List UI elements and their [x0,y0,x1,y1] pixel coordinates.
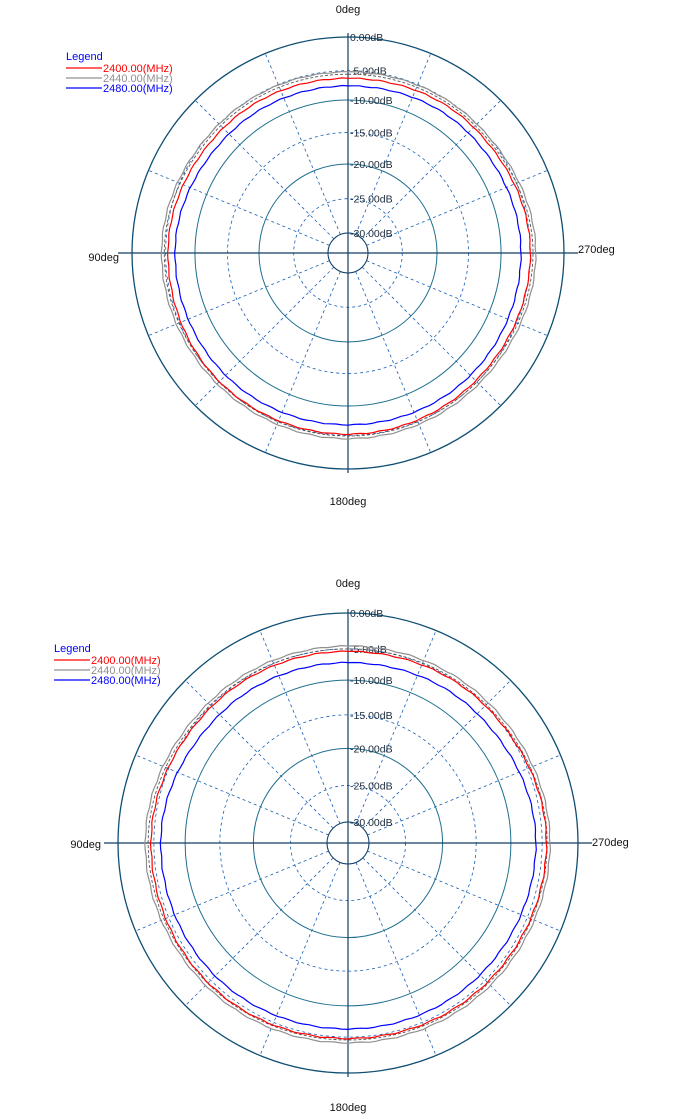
angle-label: 90deg [70,839,101,851]
radial-tick-label: -15.00dB [350,128,393,140]
series-line-2400mhz [166,77,532,436]
radial-spoke [355,271,432,453]
legend-item-label: 2440.00(MHz) [103,73,173,85]
radial-spoke [264,53,341,235]
legend-item-label: 2480.00(MHz) [91,675,161,687]
radial-spoke [355,630,437,824]
angle-label: 0deg [336,578,360,590]
radial-spoke [367,754,561,836]
radial-spoke [264,271,341,453]
radial-tick-label: -10.00dB [350,95,393,107]
radial-spoke [185,857,334,1006]
reference-trace [163,73,534,437]
radial-tick-label: -20.00dB [350,743,393,755]
radial-tick-label: -25.00dB [350,780,393,792]
radial-tick-label: 0.00dB [350,32,383,44]
radial-spoke [361,99,502,240]
radial-spoke [194,266,335,407]
polar-chart-bottom: 0.00dB -5.00dB -10.00dB -15.00dB -20.00dB -25… [54,578,629,1114]
radial-spoke [135,850,329,932]
legend-item-label: 2400.00(MHz) [91,655,161,667]
series-line-2440mhz [144,644,552,1044]
radial-spoke [259,630,341,824]
angle-label: 180deg [330,1102,367,1114]
series-line-2400mhz [149,650,548,1040]
angle-label: 270deg [578,244,615,256]
radial-spoke [366,169,548,246]
radial-spoke [185,680,334,829]
angle-label: 0deg [336,4,360,16]
series-line-2480mhz [159,661,537,1031]
radial-tick-label: -15.00dB [350,710,393,722]
series-line-2480mhz [173,84,522,426]
legend: Legend2400.00(MHz)2440.00(MHz)2480.00(MH… [66,51,173,95]
legend-item-label: 2440.00(MHz) [91,665,161,677]
legend-title: Legend [54,643,91,655]
angle-label: 180deg [330,496,367,508]
angle-label: 90deg [88,252,119,264]
radial-spoke [362,857,511,1006]
radial-spoke [361,266,502,407]
radial-tick-label: 0.00dB [350,608,383,620]
radial-spoke [355,862,437,1056]
radial-tick-label: -5.00dB [350,644,387,656]
radial-tick-label: -25.00dB [350,194,393,206]
radial-spoke [259,862,341,1056]
polar-chart-top: 0.00dB-5.00dB-10.00dB-15.00dB-20.00dB-25… [66,4,615,508]
legend-item-label: 2400.00(MHz) [103,63,173,75]
radial-spoke [135,754,329,836]
radial-tick-label: -20.00dB [350,159,393,171]
radial-spoke [194,99,335,240]
legend-item-label: 2480.00(MHz) [103,83,173,95]
radial-tick-label: -30.00dB [350,228,393,240]
angle-label: 270deg [592,837,629,849]
radial-spoke [148,169,330,246]
legend: Legend2400.00(MHz)2440.00(MHz)2480.00(MH… [54,643,161,687]
radial-tick-label: -10.00dB [350,675,393,687]
radial-spoke [355,53,432,235]
legend-title: Legend [66,51,103,63]
radial-spoke [367,850,561,932]
radial-tick-label: -30.00dB [350,817,393,829]
series-line-2440mhz [160,70,537,440]
